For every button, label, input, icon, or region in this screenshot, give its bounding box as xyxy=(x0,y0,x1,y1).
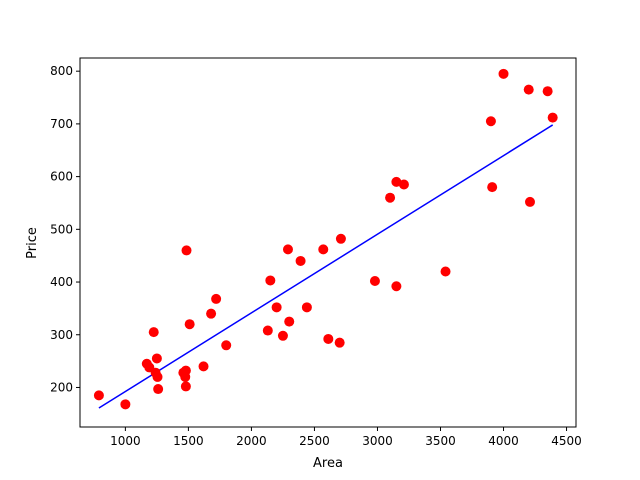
y-tick-label: 700 xyxy=(50,117,73,131)
data-point xyxy=(198,361,209,372)
x-tick-label: 1500 xyxy=(173,434,204,448)
data-point xyxy=(148,327,159,338)
plot-area xyxy=(93,68,558,410)
data-point xyxy=(93,390,104,401)
data-point xyxy=(295,255,306,266)
y-axis-label: Price xyxy=(25,227,40,259)
data-point xyxy=(282,244,293,255)
data-point xyxy=(211,293,222,304)
data-point xyxy=(391,281,402,292)
data-point xyxy=(398,179,409,190)
x-tick-label: 3500 xyxy=(425,434,456,448)
y-axis-ticks: 200 300 400 500 600 700 800 xyxy=(50,64,80,394)
data-point xyxy=(152,371,163,382)
y-tick-label: 400 xyxy=(50,275,73,289)
data-point xyxy=(271,302,282,313)
data-point xyxy=(120,399,131,410)
data-point xyxy=(181,245,192,256)
x-tick-label: 4500 xyxy=(551,434,582,448)
data-point xyxy=(369,275,380,286)
data-point xyxy=(184,319,195,330)
data-point xyxy=(440,266,451,277)
data-point xyxy=(180,381,191,392)
data-point xyxy=(301,302,312,313)
regression-line xyxy=(98,124,554,409)
data-point xyxy=(498,68,509,79)
data-point xyxy=(206,308,217,319)
axes-frame xyxy=(79,57,577,428)
y-tick-label: 500 xyxy=(50,222,73,236)
data-point xyxy=(277,330,288,341)
data-point xyxy=(335,233,346,244)
data-point xyxy=(385,192,396,203)
data-point xyxy=(334,337,345,348)
x-tick-label: 1000 xyxy=(110,434,141,448)
x-tick-label: 4000 xyxy=(488,434,519,448)
data-point xyxy=(318,244,329,255)
data-point xyxy=(547,112,558,123)
data-point xyxy=(265,275,276,286)
data-point xyxy=(323,333,334,344)
x-tick-label: 3000 xyxy=(362,434,393,448)
data-point xyxy=(485,116,496,127)
x-axis-label: Area xyxy=(313,456,343,471)
y-tick-label: 300 xyxy=(50,328,73,342)
x-tick-label: 2000 xyxy=(236,434,267,448)
data-point xyxy=(391,176,402,187)
data-point xyxy=(221,340,232,351)
y-tick-label: 200 xyxy=(50,380,73,394)
data-point xyxy=(542,86,553,97)
data-point xyxy=(180,365,191,376)
data-point xyxy=(153,384,164,395)
x-axis-ticks: 1000 1500 2000 2500 3000 3500 4000 4500 xyxy=(110,427,582,448)
data-point xyxy=(524,196,535,207)
data-point xyxy=(151,353,162,364)
y-tick-label: 600 xyxy=(50,170,73,184)
data-point xyxy=(262,325,273,336)
y-tick-label: 800 xyxy=(50,64,73,78)
data-point xyxy=(487,182,498,193)
x-tick-label: 2500 xyxy=(299,434,330,448)
data-point xyxy=(523,84,534,95)
data-point xyxy=(284,316,295,327)
